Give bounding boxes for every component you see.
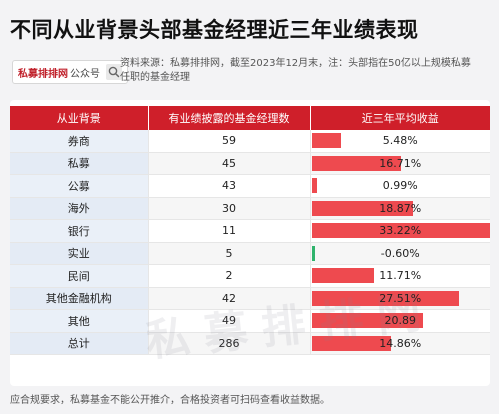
- cell-background: 公募: [10, 174, 149, 198]
- performance-table: 从业背景 有业绩披露的基金经理数 近三年平均收益 券商 59 5.48% 私募 45 16…: [10, 106, 490, 355]
- cell-count: 11: [148, 219, 311, 243]
- cell-return: 20.89: [310, 309, 490, 333]
- return-bar: [311, 313, 424, 328]
- table-row: 海外 30 18.87%: [10, 197, 490, 220]
- return-bar: [311, 335, 392, 351]
- cell-return: 0.99%: [310, 174, 490, 198]
- return-label: 11.71%: [379, 269, 422, 283]
- cell-count: 286: [148, 332, 311, 355]
- return-bar: [311, 245, 315, 261]
- cell-return: 33.22%: [310, 219, 490, 243]
- cell-count: 2: [148, 264, 311, 288]
- cell-background: 私募: [10, 152, 149, 175]
- table-row: 总计 286 14.86%: [10, 332, 490, 355]
- return-label: 14.86%: [379, 336, 422, 350]
- search-icon[interactable]: [106, 64, 122, 80]
- table-row: 其他 49 20.89: [10, 309, 490, 333]
- cell-count: 43: [148, 174, 311, 198]
- return-label: 16.71%: [379, 156, 422, 170]
- header-background: 从业背景: [10, 106, 149, 130]
- return-bar: [311, 133, 341, 148]
- return-label: -0.60%: [380, 246, 420, 260]
- return-label: 0.99%: [382, 179, 418, 193]
- cell-count: 59: [148, 130, 311, 153]
- table-row: 公募 43 0.99%: [10, 174, 490, 198]
- table-row: 民间 2 11.71%: [10, 264, 490, 288]
- table-panel: 从业背景 有业绩披露的基金经理数 近三年平均收益 券商 59 5.48% 私募 45 16…: [10, 100, 490, 386]
- return-bar: [311, 200, 413, 216]
- cell-return: 27.51%: [310, 287, 490, 310]
- return-label: 33.22%: [379, 224, 422, 238]
- return-bar: [311, 155, 402, 171]
- table-row: 券商 59 5.48%: [10, 130, 490, 153]
- header-return: 近三年平均收益: [310, 106, 490, 130]
- cell-count: 45: [148, 152, 311, 175]
- cell-return: 14.86%: [310, 332, 490, 355]
- brand-name: 私募排排网: [18, 68, 68, 80]
- return-bar: [311, 223, 490, 238]
- cell-background: 总计: [10, 332, 149, 355]
- cell-count: 42: [148, 287, 311, 310]
- cell-background: 其他金融机构: [10, 287, 149, 310]
- brand-suffix: 公众号: [70, 68, 100, 80]
- header-count: 有业绩披露的基金经理数: [148, 106, 311, 130]
- table-row: 私募 45 16.71%: [10, 152, 490, 175]
- cell-return: 11.71%: [310, 264, 490, 288]
- cell-background: 其他: [10, 309, 149, 333]
- table-row: 实业 5 -0.60%: [10, 242, 490, 265]
- return-label: 5.48%: [382, 134, 418, 148]
- cell-background: 实业: [10, 242, 149, 265]
- return-label: 27.51%: [379, 291, 422, 305]
- compliance-footer: 应合规要求，私募基金不能公开推介，合格投资者可扫码查看收益数据。: [10, 395, 330, 406]
- cell-background: 海外: [10, 197, 149, 220]
- return-label: 18.87%: [379, 201, 422, 215]
- cell-count: 49: [148, 309, 311, 333]
- cell-return: -0.60%: [310, 242, 490, 265]
- return-label: 20.89: [384, 314, 417, 328]
- return-bar: [311, 290, 459, 306]
- cell-return: 16.71%: [310, 152, 490, 175]
- cell-background: 银行: [10, 219, 149, 243]
- table-row: 银行 11 33.22%: [10, 219, 490, 243]
- source-note: 资料来源：私募排排网，截至2023年12月末，注：头部指在50亿以上规模私募任职…: [120, 58, 471, 83]
- table-header-row: 从业背景 有业绩披露的基金经理数 近三年平均收益: [10, 106, 490, 130]
- table-row: 其他金融机构 42 27.51%: [10, 287, 490, 310]
- cell-return: 18.87%: [310, 197, 490, 220]
- return-bar: [311, 268, 375, 283]
- cell-count: 30: [148, 197, 311, 220]
- return-bar: [311, 178, 317, 193]
- cell-background: 民间: [10, 264, 149, 288]
- page-title: 不同从业背景头部基金经理近三年业绩表现: [10, 18, 419, 42]
- source-badge[interactable]: 私募排排网 公众号: [12, 60, 128, 84]
- cell-background: 券商: [10, 130, 149, 153]
- cell-return: 5.48%: [310, 130, 490, 153]
- cell-count: 5: [148, 242, 311, 265]
